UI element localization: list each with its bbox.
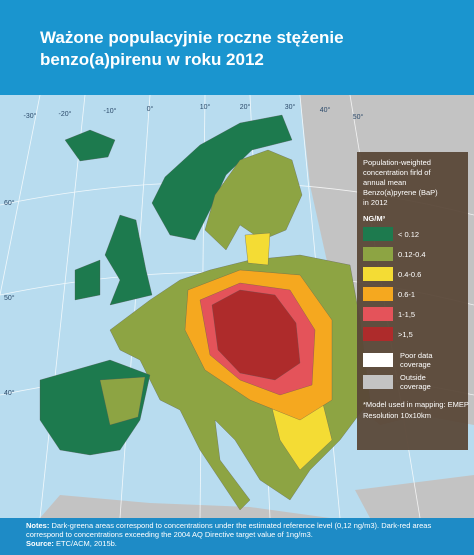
- legend-unit: NG/M³: [363, 214, 386, 223]
- legend-swatch: [363, 267, 393, 281]
- legend-note: *Model used in mapping: EMEP: [363, 400, 469, 409]
- legend-title: concentration firld of: [363, 168, 431, 177]
- iceland: [64, 129, 116, 162]
- graticule-label: 40°: [320, 106, 331, 114]
- graticule-label: 10°: [200, 103, 211, 111]
- legend-label: < 0.12: [398, 230, 419, 239]
- footer: Notes: Dark-greena areas correspond to c…: [0, 518, 474, 555]
- iberia-east: [99, 376, 146, 426]
- title-line: benzo(a)pirenu w roku 2012: [40, 50, 264, 69]
- graticule-label: 50°: [4, 294, 15, 302]
- legend-label: 0.4-0.6: [398, 270, 421, 279]
- legend-swatch: [363, 227, 393, 241]
- source-label: Source:: [26, 539, 54, 548]
- legend-swatch: [363, 353, 393, 367]
- legend-label: Outside: [400, 373, 426, 382]
- graticule-label: -10°: [104, 107, 117, 115]
- legend-label: >1,5: [398, 330, 413, 339]
- sweden-finland: [204, 149, 303, 251]
- graticule-label: 0°: [147, 105, 154, 113]
- legend-label: 0.6-1: [398, 290, 415, 299]
- legend-label: 0.12-0.4: [398, 250, 426, 259]
- graticule-label: -30°: [24, 112, 37, 120]
- legend-title: Benzo(a)pyrene (BaP): [363, 188, 438, 197]
- legend-swatch: [363, 287, 393, 301]
- legend-swatch: [363, 375, 393, 389]
- legend-note: Resolution 10x10km: [363, 411, 431, 420]
- graticule-label: 60°: [4, 199, 15, 207]
- notes-text: Dark-greena areas correspond to concentr…: [26, 521, 432, 539]
- graticule-label: 40°: [4, 389, 15, 397]
- source-text: ETC/ACM, 2015b.: [56, 539, 117, 548]
- legend-label: coverage: [400, 382, 431, 391]
- norway: [151, 114, 293, 241]
- map: -30° -20° -10° 0° 10° 20° 30° 40° 50° 60° 50° 40° P…: [0, 95, 474, 518]
- legend-swatch: [363, 247, 393, 261]
- legend-swatch: [363, 307, 393, 321]
- ireland: [74, 259, 101, 301]
- graticule-label: -20°: [59, 110, 72, 118]
- title-line: Ważone populacyjnie roczne stężenie: [40, 28, 344, 47]
- legend-label: coverage: [400, 360, 431, 369]
- zone-darkred: [211, 289, 301, 381]
- graticule-label: 50°: [353, 113, 364, 121]
- header: Ważone populacyjnie roczne stężenie benz…: [0, 0, 474, 95]
- graticule-label: 20°: [240, 103, 251, 111]
- notes-label: Notes:: [26, 521, 50, 530]
- legend-swatch: [363, 327, 393, 341]
- legend-title: in 2012: [363, 198, 388, 207]
- legend-label: 1-1,5: [398, 310, 415, 319]
- legend-title: Population-weighted: [363, 158, 431, 167]
- zone-yellow: [244, 232, 271, 266]
- legend-title: annual mean: [363, 178, 406, 187]
- britain: [104, 214, 153, 306]
- legend-label: Poor data: [400, 351, 433, 360]
- graticule-label: 30°: [285, 103, 296, 111]
